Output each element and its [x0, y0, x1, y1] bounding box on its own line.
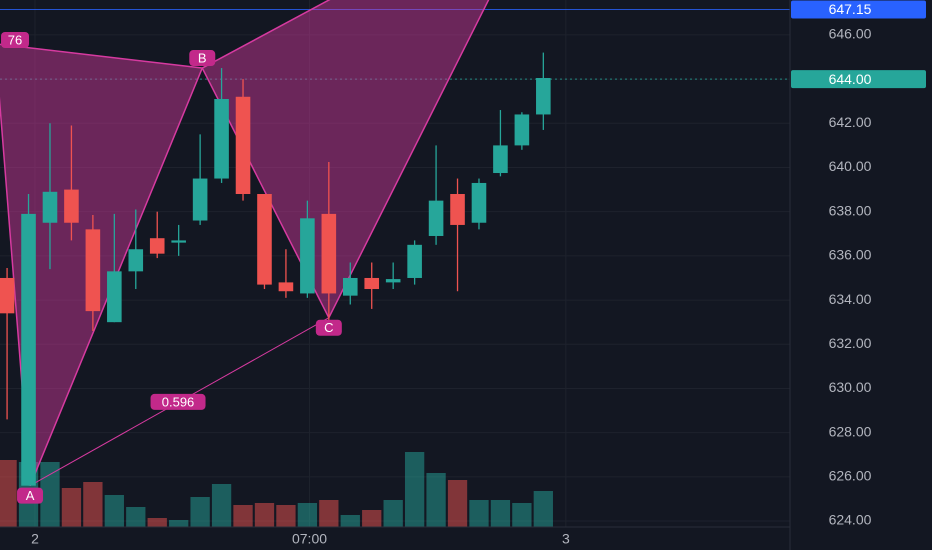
candle-layer: [0, 52, 551, 486]
candle-body: [235, 96, 251, 195]
candle-body: [342, 277, 358, 296]
candle-body: [257, 194, 272, 285]
candle-body: [128, 249, 144, 272]
volume-bar: [383, 500, 403, 527]
volume-bar: [490, 500, 511, 527]
price-label-box: [791, 70, 926, 89]
pattern-label-box: [1, 31, 30, 48]
candle-body: [42, 191, 58, 223]
candle-body: [192, 178, 208, 221]
volume-bar: [40, 462, 60, 527]
price-label-box: [791, 0, 926, 19]
y-tick-label: 642.00: [829, 114, 872, 130]
volume-bar: [319, 500, 339, 527]
volume-bar: [362, 510, 382, 527]
volume-bar: [404, 452, 425, 527]
price-label: 647.15: [829, 1, 872, 17]
volume-bar: [447, 480, 468, 527]
pattern-triangle: [201, 0, 490, 320]
price-label: 644.00: [829, 71, 872, 87]
volume-bar: [276, 505, 296, 527]
volume-bar: [169, 520, 189, 527]
candle-body: [536, 78, 551, 115]
y-tick-label: 638.00: [829, 202, 872, 218]
volume-bar: [83, 482, 103, 527]
candle-body: [278, 282, 294, 292]
candle-body: [385, 279, 401, 283]
volume-bar: [147, 518, 167, 527]
candle-body: [364, 277, 380, 290]
candle-body: [471, 182, 487, 223]
pattern-label: 76: [8, 32, 22, 47]
candle-body: [171, 240, 186, 243]
candle-body: [64, 189, 79, 223]
pattern-label: C: [324, 320, 333, 335]
volume-bar: [211, 484, 232, 527]
axis-layer: 624.00 626.00 628.00 630.00 632.00 634.00 636.…: [31, 0, 926, 547]
y-tick-label: 640.00: [829, 158, 872, 174]
candle-body: [0, 277, 15, 314]
volume-bar: [0, 460, 17, 527]
y-tick-label: 646.00: [829, 26, 872, 42]
y-tick-label: 632.00: [829, 335, 872, 351]
pattern-label: A: [26, 488, 35, 503]
volume-bar: [426, 473, 446, 527]
pattern-label: B: [198, 50, 207, 65]
volume-bar: [126, 507, 146, 527]
volume-bar: [61, 488, 82, 527]
pattern-label-box: [17, 487, 44, 504]
y-tick-label: 628.00: [829, 423, 872, 439]
candle-body: [450, 194, 465, 225]
pattern-label: 0.596: [162, 394, 195, 409]
candle-body: [300, 218, 315, 294]
volume-bar: [190, 497, 210, 527]
x-tick-label: 3: [562, 531, 570, 547]
y-tick-label: 624.00: [829, 512, 872, 528]
x-tick-label: 07:00: [292, 531, 327, 547]
candle-body: [21, 213, 36, 486]
volume-bar: [469, 500, 489, 527]
y-tick-label: 636.00: [829, 247, 872, 263]
candle-body: [514, 114, 530, 146]
grid-layer: [0, 0, 790, 527]
pattern-labels: A B C 76 0.596: [1, 31, 342, 504]
volume-bar: [104, 495, 124, 527]
volume-bar: [533, 491, 553, 527]
candle-body: [85, 229, 101, 312]
y-tick-label: 630.00: [829, 379, 872, 395]
y-tick-label: 634.00: [829, 291, 872, 307]
candle-body: [149, 238, 165, 254]
candle-body: [493, 145, 508, 174]
volume-bar: [512, 503, 532, 527]
pattern-label-box: [189, 50, 216, 67]
x-tick-label: 2: [31, 531, 39, 547]
candle-body: [214, 98, 229, 179]
volume-bar: [340, 515, 360, 527]
pattern-label-box: [315, 319, 342, 336]
volume-bar: [297, 503, 318, 527]
candle-body: [107, 271, 122, 323]
y-tick-label: 626.00: [829, 468, 872, 484]
candle-body: [407, 244, 422, 278]
candle-body: [321, 213, 337, 294]
candle-body: [428, 200, 444, 236]
volume-bar: [254, 503, 275, 527]
volume-bar: [233, 505, 253, 527]
pattern-label-box: [150, 393, 206, 410]
